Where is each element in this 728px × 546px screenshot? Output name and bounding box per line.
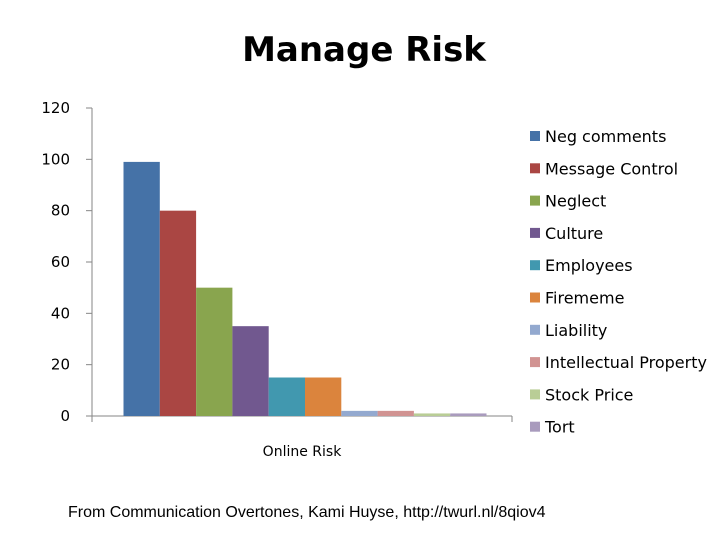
y-tick-label: 80 (51, 202, 70, 220)
bar (232, 326, 269, 416)
legend-swatch (530, 357, 540, 368)
x-category-labels: Online Risk (263, 444, 343, 460)
y-tick-labels: 0 20 40 60 80 100 120 (41, 99, 70, 425)
legend-swatch (530, 131, 540, 141)
legend-label: Employees (545, 256, 633, 275)
bar (159, 210, 197, 416)
legend-label: Stock Price (545, 385, 633, 404)
legend-label: Tort (544, 418, 575, 437)
legend-swatch (530, 292, 540, 303)
legend-label: Intellectual Property (545, 353, 707, 372)
legend-swatch (530, 260, 540, 271)
y-tick-label: 100 (41, 150, 70, 168)
chart-bars (123, 161, 487, 416)
bar (196, 287, 233, 416)
legend-swatch (530, 195, 540, 206)
legend-label: Liability (545, 321, 607, 340)
legend-swatch (530, 324, 540, 335)
chart-title: Manage Risk (242, 30, 486, 70)
legend-swatch (530, 421, 540, 432)
y-tick-label: 60 (51, 253, 70, 271)
legend-swatch (530, 227, 540, 238)
x-category-label: Online Risk (263, 444, 343, 460)
chart-legend: Neg comments Message Control Neglect Cultur… (530, 127, 707, 437)
y-tick-label: 0 (60, 407, 70, 425)
bar (305, 377, 342, 416)
y-tick-label: 20 (51, 356, 70, 374)
legend-label: Firememe (545, 289, 624, 308)
legend-label: Message Control (545, 159, 678, 178)
legend-label: Neglect (545, 192, 606, 211)
bar (450, 413, 487, 416)
legend-label: Neg comments (545, 127, 666, 146)
bar (377, 410, 414, 416)
source-caption: From Communication Overtones, Kami Huyse… (68, 504, 546, 521)
bar (341, 410, 378, 416)
y-tick-label: 120 (41, 99, 70, 117)
legend-label: Culture (545, 224, 603, 243)
bar (268, 377, 305, 416)
y-tick-label: 40 (51, 304, 70, 322)
bar (123, 161, 160, 416)
legend-swatch (530, 389, 540, 400)
bar (413, 413, 451, 416)
legend-swatch (530, 163, 540, 174)
